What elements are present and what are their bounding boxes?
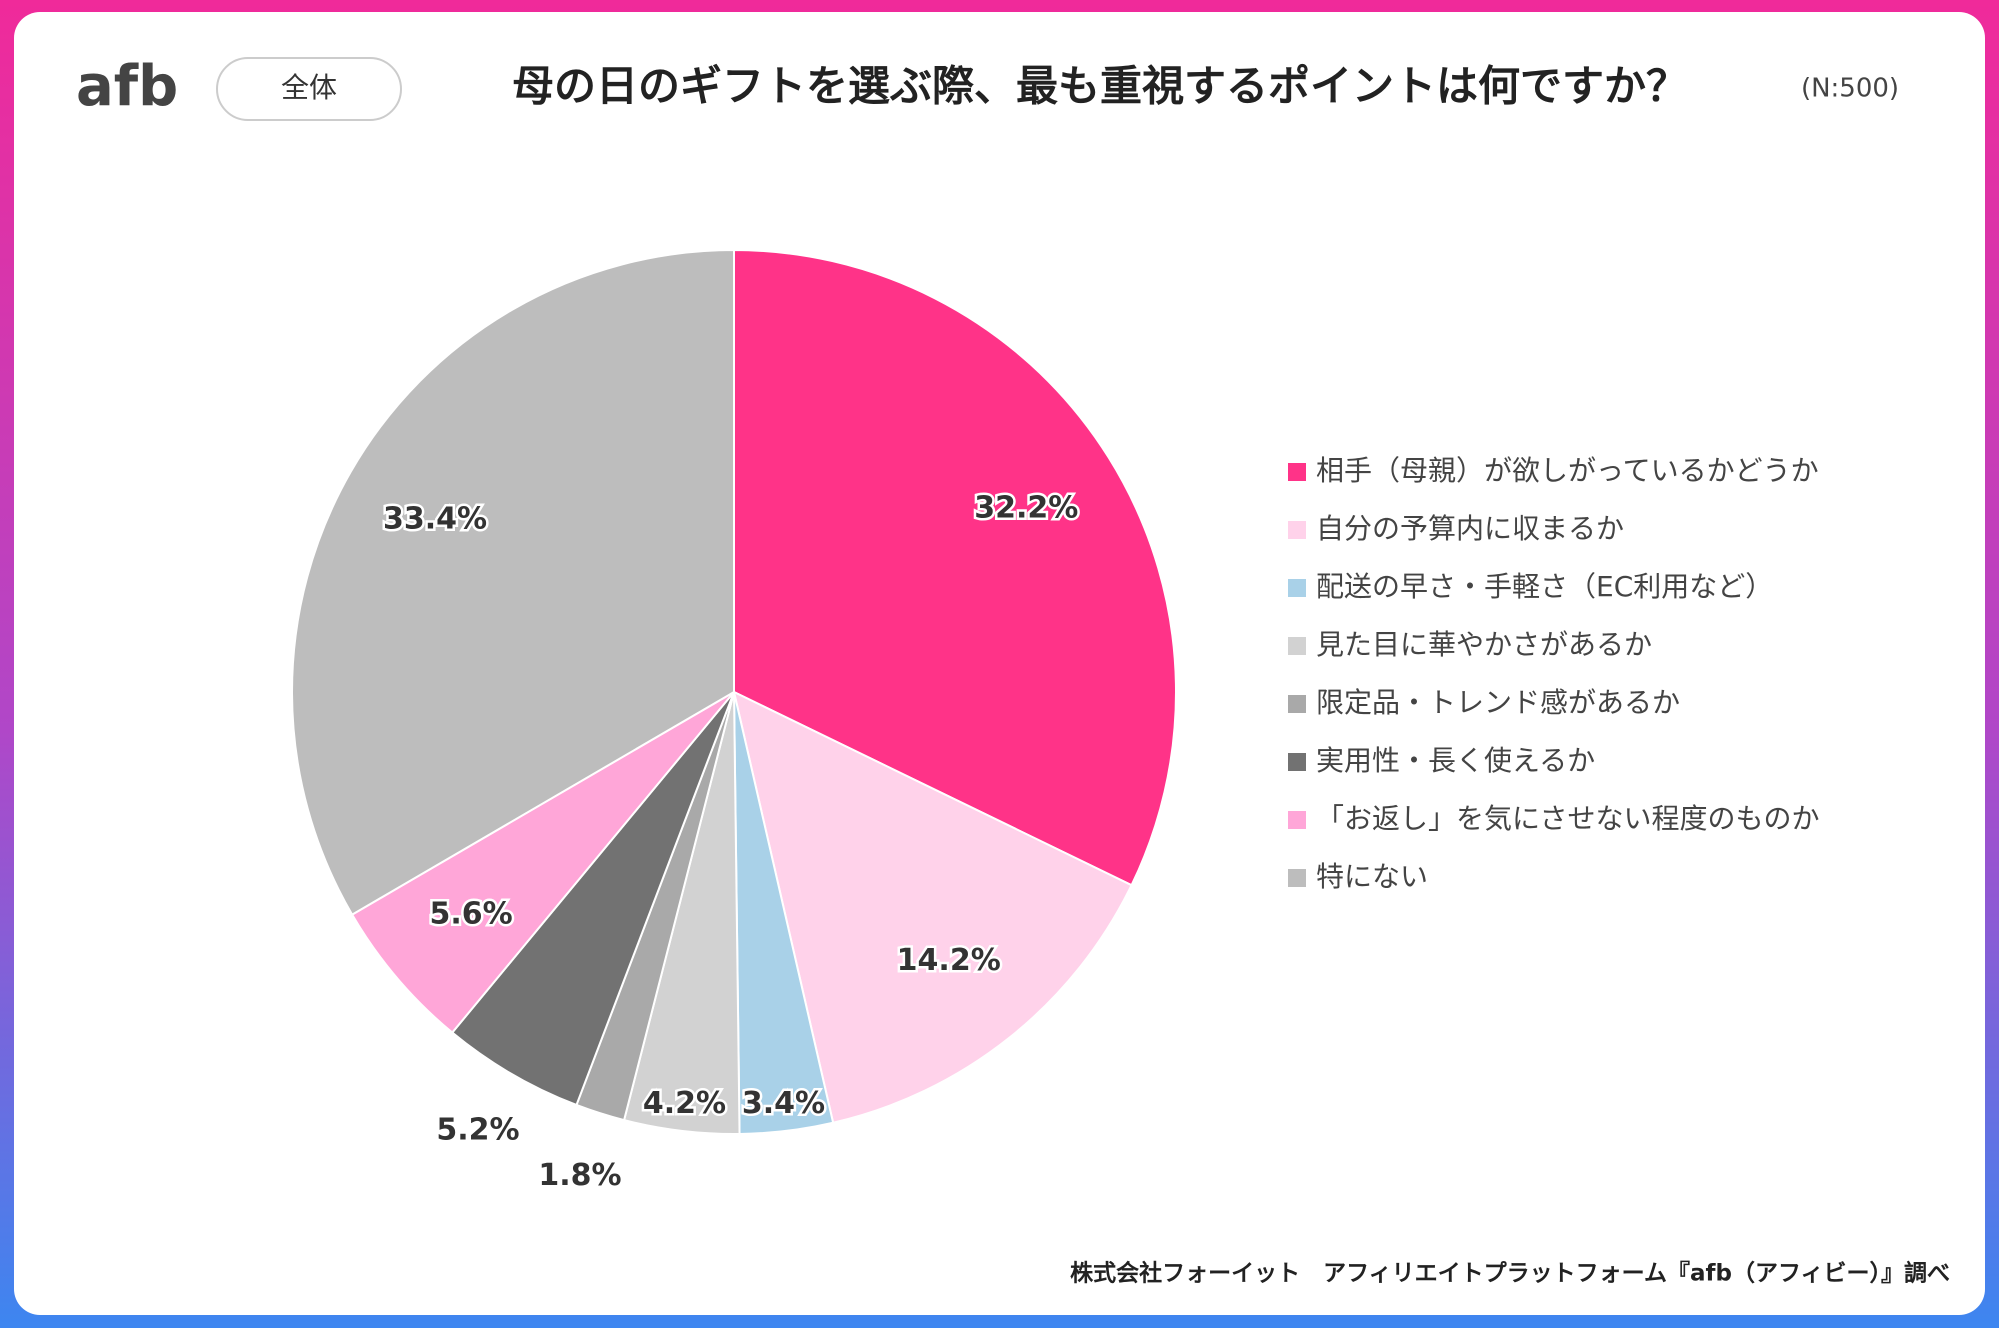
data-label: 32.2% [974, 491, 1078, 526]
logo: afb [76, 54, 178, 119]
chart-title: 母の日のギフトを選ぶ際、最も重視するポイントは何ですか？ [512, 62, 1688, 111]
data-label: 4.2% [643, 1086, 726, 1121]
badge: 全体 [281, 71, 337, 104]
data-label: 3.4% [742, 1086, 825, 1121]
data-label: 33.4% [383, 502, 487, 537]
pie-slice [350, 691, 735, 1034]
sample-note: (N:500) [1801, 74, 1899, 104]
legend-swatch [1288, 695, 1306, 713]
legend-swatch [1288, 579, 1306, 597]
legend-swatch [1288, 521, 1306, 539]
badge-box [216, 57, 402, 121]
pie-slice [733, 248, 1177, 887]
legend-swatch [1288, 753, 1306, 771]
legend-swatch [1288, 637, 1306, 655]
source: 株式会社フォーイット アフィリエイトプラットフォーム『afb（アフィビー）』調べ [1070, 1260, 1950, 1287]
pie-slice [450, 691, 735, 1107]
legend-label: 特にない [1316, 860, 1428, 893]
pie-slice [732, 690, 1133, 1124]
legend-label: 見た目に華やかさがあるか [1316, 628, 1652, 661]
legend-label: 「お返し」を気にさせない程度のものか [1316, 802, 1819, 835]
legend-label: 実用性・長く使えるか [1316, 744, 1595, 777]
pie-slice [291, 248, 735, 916]
legend-swatch [1288, 811, 1306, 829]
legend-swatch [1288, 869, 1306, 887]
data-label: 1.8% [538, 1158, 621, 1193]
legend-label: 配送の早さ・手軽さ（EC利用など） [1316, 570, 1773, 603]
legend-label: 自分の予算内に収まるか [1316, 512, 1624, 545]
data-label: 14.2% [897, 943, 1001, 978]
legend-label: 限定品・トレンド感があるか [1316, 686, 1680, 719]
legend-label: 相手（母親）が欲しがっているかどうか [1316, 454, 1819, 487]
data-label: 5.2% [436, 1113, 519, 1148]
data-label: 5.6% [430, 897, 513, 932]
legend-swatch [1288, 463, 1306, 481]
